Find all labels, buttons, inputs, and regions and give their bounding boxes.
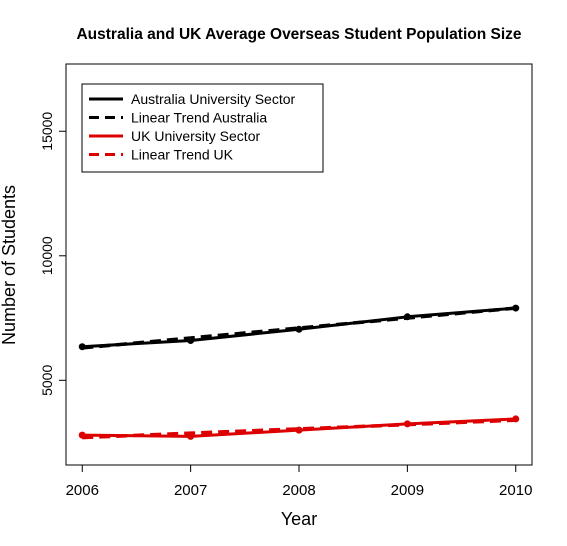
x-tick-label-2010: 2010 xyxy=(499,482,532,499)
series-0-point-2 xyxy=(295,325,303,333)
x-tick-label-2008: 2008 xyxy=(282,482,315,499)
series-layer xyxy=(78,304,520,440)
chart-title: Australia and UK Average Overseas Studen… xyxy=(76,26,521,43)
legend-label-0: Australia University Sector xyxy=(131,91,296,107)
legend-label-2: UK University Sector xyxy=(131,128,260,144)
series-line-3 xyxy=(82,418,516,440)
x-tick-label-2007: 2007 xyxy=(174,482,207,499)
y-tick-label-10000: 10000 xyxy=(39,236,55,275)
y-tick-label-15000: 15000 xyxy=(39,112,55,151)
series-line-1 xyxy=(82,306,516,350)
legend-label-3: Linear Trend UK xyxy=(131,147,234,163)
legend-label-1: Linear Trend Australia xyxy=(131,110,267,126)
y-axis: 5000 10000 15000 xyxy=(39,112,66,396)
y-tick-label-5000: 5000 xyxy=(39,365,55,396)
legend: Australia University Sector Linear Trend … xyxy=(81,83,324,173)
x-tick-label-2006: 2006 xyxy=(66,482,99,499)
y-axis-title: Number of Students xyxy=(0,185,19,345)
series-2-point-2 xyxy=(295,426,303,434)
x-axis: 2006 2007 2008 2009 2010 xyxy=(66,465,532,499)
x-tick-label-2009: 2009 xyxy=(391,482,424,499)
x-axis-title: Year xyxy=(281,509,317,529)
